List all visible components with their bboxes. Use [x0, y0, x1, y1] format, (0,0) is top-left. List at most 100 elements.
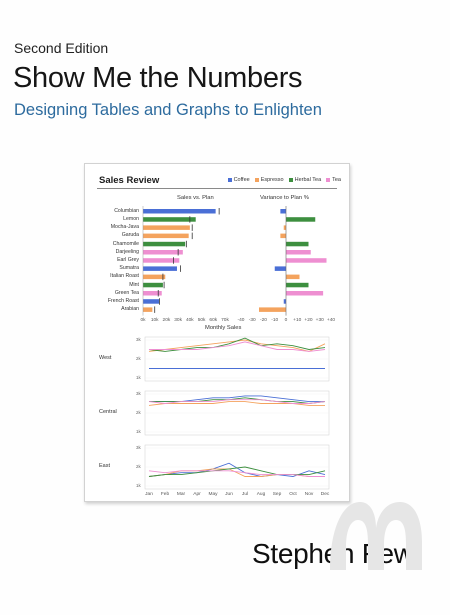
- month-tick-label: Dec: [320, 492, 330, 497]
- chart-title-sales-vs-plan: Sales vs. Plan: [177, 195, 214, 201]
- month-tick-label: Jun: [225, 492, 233, 497]
- sales-tick-label: 20k: [162, 317, 171, 323]
- variance-tick-label: -10: [271, 317, 279, 323]
- sales-tick-label: 0k: [140, 317, 146, 323]
- monthly-y-tick: 1k: [136, 375, 141, 380]
- sales-review-panel: Sales Review Coffee Espresso Herbal Tea …: [84, 163, 350, 502]
- variance-bar: [286, 241, 309, 247]
- variance-tick-label: +20: [304, 317, 313, 323]
- category-label: Columbian: [114, 207, 139, 214]
- panel-divider: [97, 188, 337, 189]
- month-tick-label: Feb: [160, 492, 170, 497]
- edition-label: Second Edition: [14, 40, 109, 56]
- legend-label: Espresso: [260, 177, 284, 183]
- legend-swatch-herbal-tea: [288, 178, 293, 182]
- monthly-y-tick: 2k: [136, 410, 141, 415]
- variance-bar: [283, 225, 286, 230]
- legend-item-coffee: Coffee: [227, 177, 250, 183]
- variance-bar: [286, 274, 300, 280]
- panel-title: Sales Review: [99, 175, 160, 186]
- sales-bar: [143, 241, 186, 247]
- monthly-y-tick: 2k: [136, 356, 141, 361]
- month-tick-label: Nov: [304, 492, 314, 497]
- variance-bar: [280, 209, 286, 214]
- book-title: Show Me the Numbers: [13, 62, 303, 94]
- region-label: West: [99, 355, 112, 361]
- sales-bar: [143, 233, 189, 239]
- sales-bar: [143, 299, 160, 304]
- month-tick-label: Jul: [241, 492, 249, 497]
- book-subtitle: Designing Tables and Graphs to Enlighten: [14, 101, 322, 119]
- variance-bar: [286, 282, 309, 288]
- category-label: Lemon: [123, 216, 139, 222]
- variance-bar: [274, 266, 286, 271]
- legend-swatch-espresso: [254, 178, 259, 182]
- watermark-m-logo: [330, 502, 422, 570]
- monthly-y-tick: 3k: [136, 445, 141, 450]
- variance-bar: [286, 217, 316, 222]
- variance-bar: [280, 233, 286, 239]
- sales-tick-label: 30k: [174, 317, 182, 323]
- category-label: Earl Grey: [117, 257, 139, 263]
- legend-item-espresso: Espresso: [254, 177, 284, 183]
- sales-bar: [143, 250, 183, 255]
- legend-label: Coffee: [233, 177, 250, 183]
- legend-item-herbal-tea: Herbal Tea: [288, 177, 322, 183]
- monthly-y-tick: 1k: [136, 483, 141, 488]
- variance-bar: [259, 307, 286, 312]
- category-label: Arabian: [121, 306, 139, 313]
- variance-bar: [283, 299, 286, 304]
- legend-swatch-tea: [326, 178, 331, 182]
- sales-bar: [143, 266, 177, 271]
- sales-bar: [143, 209, 216, 214]
- chart-legend: Coffee Espresso Herbal Tea Tea: [227, 177, 341, 183]
- month-tick-label: Jan: [145, 492, 153, 497]
- sales-tick-label: 50k: [197, 317, 206, 323]
- region-label: East: [99, 463, 111, 469]
- category-label: Chamomile: [112, 240, 139, 247]
- variance-tick-label: +10: [293, 317, 302, 323]
- month-tick-label: Aug: [256, 492, 266, 497]
- category-label: Mint: [129, 281, 139, 288]
- category-label: Sumatra: [119, 265, 139, 272]
- chart-title-variance: Variance to Plan %: [260, 195, 309, 201]
- sales-bar: [143, 258, 180, 263]
- legend-label: Tea: [332, 177, 341, 183]
- legend-item-tea: Tea: [326, 177, 341, 183]
- monthly-series-line: [149, 341, 326, 352]
- sales-tick-label: 10k: [150, 317, 159, 323]
- monthly-y-tick: 1k: [136, 429, 141, 434]
- sales-bar: [143, 291, 162, 296]
- category-label: Italian Roast: [110, 273, 139, 280]
- monthly-series-line: [148, 399, 326, 404]
- sales-tick-label: 40k: [185, 317, 194, 323]
- legend-swatch-coffee: [227, 178, 232, 182]
- month-tick-label: Apr: [193, 492, 201, 497]
- monthly-series-line: [148, 470, 325, 477]
- variance-tick-label: -20: [260, 317, 267, 323]
- charts-svg: [142, 206, 330, 490]
- month-tick-label: Oct: [289, 492, 297, 497]
- category-label: Garuda: [121, 232, 139, 239]
- sales-bar: [143, 307, 153, 312]
- sales-bar: [143, 282, 163, 288]
- monthly-y-tick: 3k: [136, 337, 141, 342]
- category-label: Darjeeling: [115, 248, 139, 255]
- variance-bar: [286, 250, 311, 255]
- sales-tick-label: 60k: [209, 317, 218, 323]
- month-tick-label: Sep: [272, 492, 282, 497]
- variance-tick-label: -30: [248, 317, 256, 323]
- variance-tick-label: 0: [284, 317, 288, 323]
- variance-tick-label: +40: [326, 317, 336, 323]
- monthly-y-tick: 2k: [136, 464, 141, 469]
- legend-label: Herbal Tea: [294, 177, 322, 183]
- monthly-y-tick: 3k: [136, 391, 141, 396]
- sales-bar: [143, 225, 190, 230]
- category-label: French Roast: [107, 298, 139, 304]
- chart-title-monthly-sales: Monthly Sales: [205, 325, 242, 331]
- variance-tick-label: +30: [315, 317, 324, 323]
- region-label: Central: [99, 409, 117, 415]
- variance-bar: [286, 258, 327, 263]
- sales-tick-label: 70k: [221, 317, 229, 323]
- variance-tick-label: -40: [237, 317, 245, 323]
